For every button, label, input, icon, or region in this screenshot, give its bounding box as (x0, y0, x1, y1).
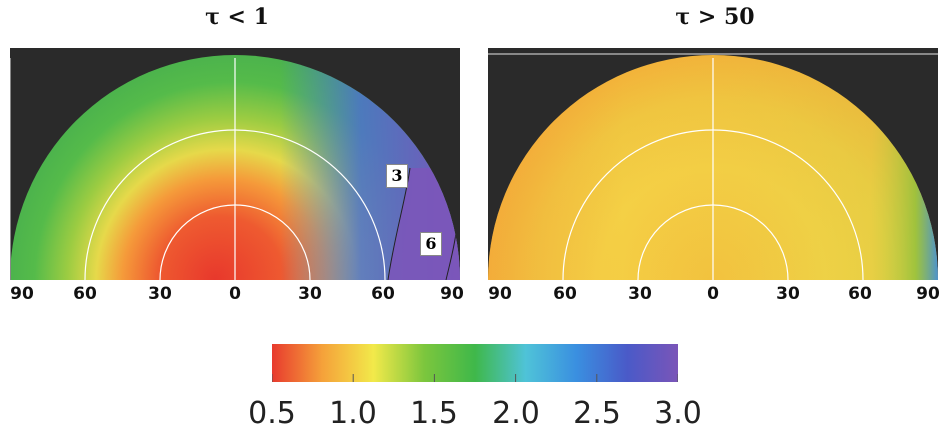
right-tick-90b: 90 (916, 284, 940, 304)
colorbar-label-3.0: 3.0 (654, 396, 702, 431)
left-tick-0: 0 (229, 284, 241, 304)
left-tick-90b: 90 (440, 284, 464, 304)
colorbar-label-0.5: 0.5 (248, 396, 296, 431)
right-tick-0: 0 (707, 284, 719, 304)
right-panel-title: τ > 50 (675, 4, 755, 30)
right-ring-lines (562, 58, 864, 280)
right-polar-plot (488, 48, 938, 280)
right-tick-60b: 60 (848, 284, 872, 304)
left-tick-30b: 30 (298, 284, 322, 304)
left-tick-90a: 90 (10, 284, 34, 304)
right-tick-30a: 30 (628, 284, 652, 304)
left-ring-lines (84, 58, 386, 280)
colorbar-label-1.5: 1.5 (410, 396, 458, 431)
left-polar-plot: 3 6 (10, 48, 460, 280)
colorbar-gradient (272, 344, 678, 382)
contour-label-3: 3 (386, 164, 408, 188)
left-tick-60b: 60 (371, 284, 395, 304)
left-tick-60a: 60 (73, 284, 97, 304)
colorbar-label-2.5: 2.5 (573, 396, 621, 431)
colorbar-label-2.0: 2.0 (492, 396, 540, 431)
right-tick-60a: 60 (553, 284, 577, 304)
right-tick-30b: 30 (776, 284, 800, 304)
colorbar-label-1.0: 1.0 (329, 396, 377, 431)
colorbar (272, 344, 678, 382)
left-panel-title: τ < 1 (205, 4, 269, 30)
right-tick-90a: 90 (488, 284, 512, 304)
left-tick-30a: 30 (148, 284, 172, 304)
contour-label-6: 6 (420, 232, 442, 256)
